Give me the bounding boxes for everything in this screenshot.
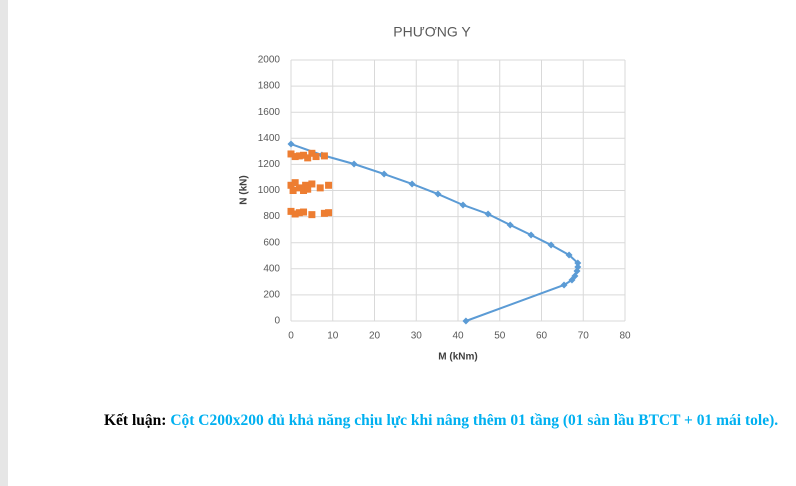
x-tick-label: 20 — [369, 331, 381, 342]
point — [291, 179, 299, 187]
point — [308, 149, 316, 157]
point — [308, 180, 316, 188]
point — [300, 187, 308, 194]
x-tick-label: 70 — [578, 331, 590, 342]
x-tick-label: 60 — [536, 331, 548, 342]
point — [289, 187, 297, 194]
point — [380, 170, 388, 178]
y-tick-label: 1600 — [258, 107, 281, 118]
point — [302, 181, 310, 189]
point — [308, 211, 316, 219]
conclusion: Kết luận: Cột C200x200 đủ khả năng chịu … — [104, 405, 784, 436]
conclusion-text: Cột C200x200 đủ khả năng chịu lực khi nâ… — [170, 412, 779, 429]
y-tick-label: 600 — [263, 237, 280, 248]
point — [312, 153, 320, 161]
point — [300, 151, 308, 159]
point — [568, 276, 576, 284]
point — [434, 190, 442, 198]
y-tick-label: 1800 — [258, 81, 281, 92]
point — [573, 267, 581, 275]
y-tick-label: 200 — [263, 290, 280, 301]
chart-title: PHƯƠNG Y — [393, 24, 471, 40]
point — [295, 184, 303, 192]
y-axis-label: N (kN) — [239, 175, 250, 204]
y-tick-label: 1400 — [258, 133, 281, 144]
y-tick-label: 2000 — [258, 55, 281, 66]
point — [304, 185, 312, 193]
point — [320, 152, 328, 160]
point — [320, 209, 328, 217]
x-tick-label: 40 — [452, 331, 464, 342]
point — [287, 181, 295, 189]
point — [300, 208, 308, 216]
point — [325, 181, 333, 189]
point — [527, 231, 535, 239]
y-tick-label: 0 — [274, 316, 280, 327]
point — [506, 221, 514, 229]
conclusion-label: Kết luận: — [104, 412, 167, 429]
x-axis-label: M (kNm) — [438, 352, 477, 363]
point — [350, 160, 358, 168]
point — [291, 210, 299, 218]
point — [560, 281, 568, 289]
y-tick-label: 1000 — [258, 185, 281, 196]
point — [408, 180, 416, 188]
point — [287, 140, 295, 148]
x-tick-label: 0 — [288, 331, 294, 342]
x-tick-label: 80 — [619, 331, 631, 342]
point — [462, 317, 470, 325]
point — [295, 209, 303, 217]
point — [291, 153, 299, 161]
point — [459, 201, 467, 209]
y-tick-label: 400 — [263, 263, 280, 274]
point — [304, 154, 312, 162]
point — [574, 259, 582, 267]
point — [565, 251, 573, 259]
point — [325, 209, 333, 217]
point — [287, 150, 295, 158]
page-edge — [0, 0, 8, 486]
x-tick-label: 10 — [327, 331, 339, 342]
point — [287, 207, 295, 215]
point — [547, 241, 555, 249]
y-tick-label: 800 — [263, 211, 280, 222]
x-tick-label: 50 — [494, 331, 506, 342]
y-tick-label: 1200 — [258, 159, 281, 170]
point — [484, 210, 492, 218]
x-tick-label: 30 — [411, 331, 423, 342]
chart: PHƯƠNG Y M (kNm) N (kN) 0200400600800100… — [239, 24, 631, 363]
point — [295, 152, 303, 160]
point — [316, 184, 324, 192]
